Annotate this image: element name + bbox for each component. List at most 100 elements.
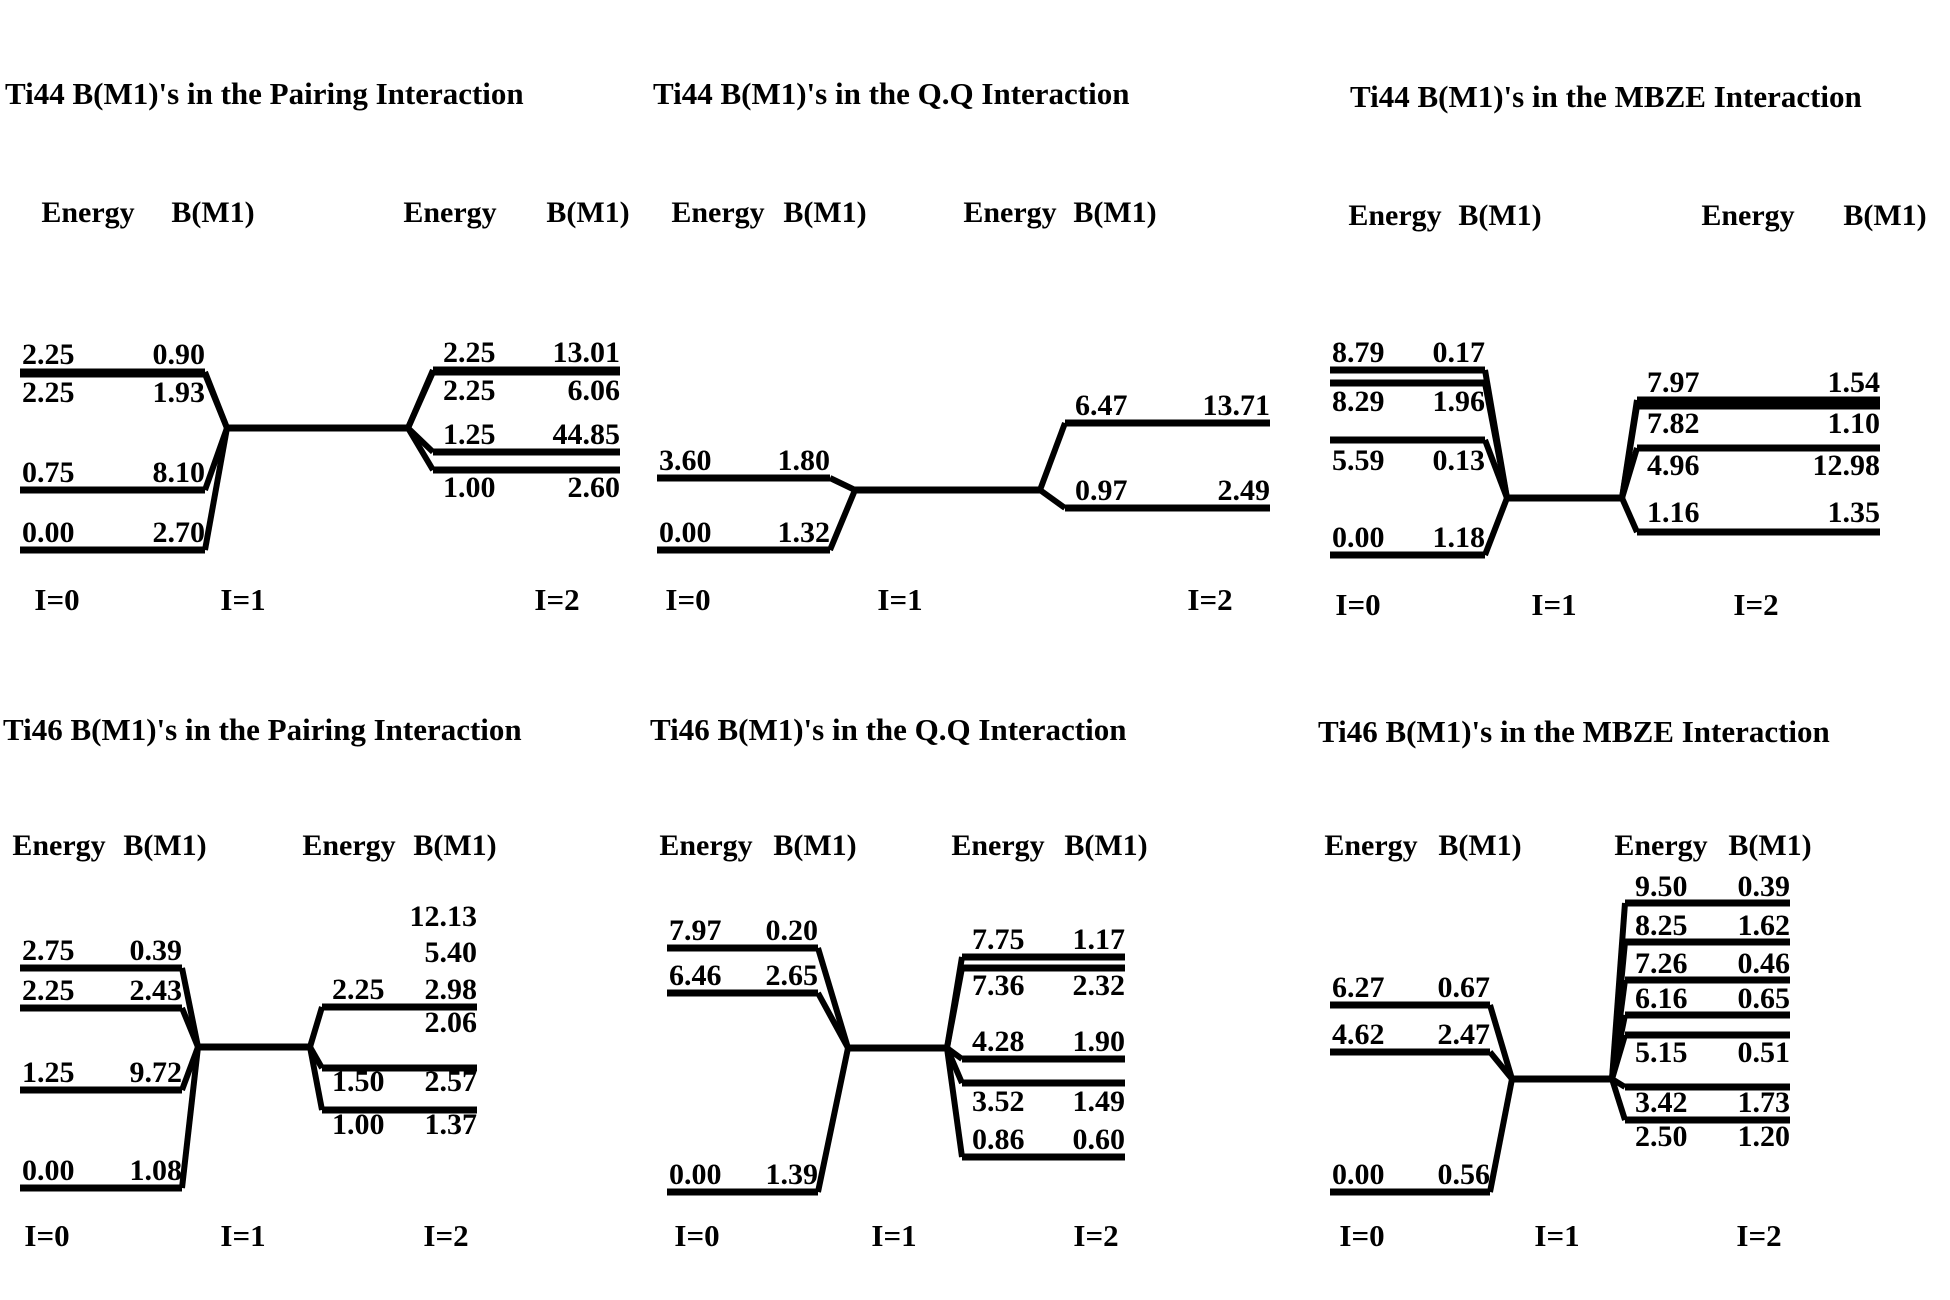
level-bm1-label: 1.32 [778,516,831,549]
column-header-bm1: B(M1) [1064,829,1147,862]
level-bm1-label: 0.51 [1738,1036,1791,1069]
level-energy-label: 0.00 [659,516,712,549]
spin-label: I=0 [34,582,79,617]
transition-line [1609,1078,1628,1121]
level-bm1-label: 1.80 [778,444,831,477]
level-bm1-label: 1.54 [1828,366,1881,399]
level-energy-label: 4.96 [1647,449,1700,482]
spin-label: I=2 [1733,587,1778,622]
spin-label: I=1 [220,1218,265,1253]
panel-ti46-qq: Ti46 B(M1)'s in the Q.Q Interaction Energ… [650,712,1148,1253]
level-bm1-label: 2.57 [425,1065,478,1098]
spin-label: I=2 [423,1218,468,1253]
spin-label: I=2 [534,582,579,617]
level-energy-label: 2.25 [22,338,75,371]
column-header-bm1: B(M1) [783,196,866,229]
spin-label: I=1 [877,582,922,617]
spin-label: I=1 [1534,1218,1579,1253]
level-energy-label: 1.50 [332,1065,385,1098]
level-bm1-label: 2.47 [1438,1018,1491,1051]
level-energy-label: 0.75 [22,456,75,489]
panel-title: Ti44 B(M1)'s in the Q.Q Interaction [653,76,1129,111]
level-energy-label: 2.75 [22,934,75,967]
panel-cell: Ti46 B(M1)'s in the Q.Q Interaction Energ… [650,650,1300,1300]
level-energy-label: 0.00 [22,1154,75,1187]
level-bm1-label: 0.39 [1738,870,1791,903]
level-energy-label: 2.25 [22,974,75,1007]
level-bm1-label: 0.56 [1438,1158,1491,1191]
level-energy-label: 7.36 [972,969,1025,1002]
panel-title: Ti46 B(M1)'s in the MBZE Interaction [1318,714,1830,749]
level-bm1-label: 2.98 [425,973,478,1006]
spin-label: I=1 [220,582,265,617]
transition-line [1482,496,1510,557]
level-energy-label: 0.00 [669,1158,722,1191]
level-energy-label: 2.25 [22,376,75,409]
spin-label: I=2 [1736,1218,1781,1253]
level-bm1-label: 0.39 [130,934,183,967]
spin-label: I=0 [1339,1218,1384,1253]
transition-line [1482,438,1510,500]
level-bm1-label: 9.72 [130,1056,183,1089]
panel-ti46-pairing: Ti46 B(M1)'s in the Pairing Interaction E… [3,712,522,1253]
level-energy-label: 1.00 [443,471,496,504]
level-energy-label: 8.29 [1332,385,1385,418]
transition-line [1619,496,1640,534]
level-bm1-label: 0.90 [153,338,206,371]
level-energy-label: 0.00 [1332,521,1385,554]
level-bm1-label: 1.08 [130,1154,183,1187]
level-bm1-label: 13.71 [1203,389,1271,422]
level-energy-label: 7.97 [1647,366,1700,399]
column-header-bm1: B(M1) [1458,199,1541,232]
level-energy-label: 7.82 [1647,407,1700,440]
transition-line [944,967,965,1049]
level-energy-label: 6.47 [1075,389,1128,422]
column-header-energy: Energy [963,196,1056,229]
column-header-bm1: B(M1) [413,829,496,862]
level-energy-label: 2.25 [443,374,496,407]
level-energy-label: 5.59 [1332,444,1385,477]
level-bm1-label: 1.49 [1073,1085,1126,1118]
level-energy-label: 0.86 [972,1123,1025,1156]
level-energy-label: 6.16 [1635,982,1688,1015]
level-energy-label: 3.42 [1635,1086,1688,1119]
level-energy-label: 0.00 [22,516,75,549]
level-bm1-label: 1.35 [1828,496,1881,529]
level-energy-label: 1.25 [443,418,496,451]
level-bm1-label: 44.85 [553,418,621,451]
level-bm1-label: 1.17 [1073,923,1126,956]
level-energy-label: 2.25 [443,336,496,369]
level-bm1-label: 2.70 [153,516,206,549]
level-bm1-label: 0.65 [1738,982,1791,1015]
level-bm1-label: 1.93 [153,376,206,409]
level-bm1-label: 1.20 [1738,1120,1791,1153]
column-header-energy: Energy [951,829,1044,862]
transition-line [1487,1004,1515,1080]
level-energy-label: 2.25 [332,973,385,1006]
level-bm1-label: 6.06 [568,374,621,407]
transition-line [1619,447,1640,499]
column-header-bm1: B(M1) [1843,199,1926,232]
level-energy-label: 6.46 [669,959,722,992]
column-header-energy: Energy [659,829,752,862]
column-header-bm1: B(M1) [773,829,856,862]
level-bm1-label: 12.98 [1813,449,1881,482]
level-energy-label: 4.62 [1332,1018,1385,1051]
level-energy-label: 1.00 [332,1108,385,1141]
level-energy-label: 9.50 [1635,870,1688,903]
transition-line [944,1047,965,1158]
column-header-energy: Energy [671,196,764,229]
level-energy-label: 7.75 [972,923,1025,956]
level-bm1-label: 8.10 [153,456,206,489]
transition-line [202,427,230,551]
transition-line [815,947,851,1049]
level-bm1-label: 1.96 [1433,385,1486,418]
level-energy-label: 3.60 [659,444,712,477]
level-energy-label: 3.52 [972,1085,1025,1118]
level-energy-label: 1.16 [1647,496,1700,529]
panel-title: Ti44 B(M1)'s in the MBZE Interaction [1350,79,1862,114]
panel-title: Ti44 B(M1)'s in the Pairing Interaction [5,76,524,111]
level-energy-label: 1.25 [22,1056,75,1089]
level-bm1-label: 0.20 [766,914,819,947]
